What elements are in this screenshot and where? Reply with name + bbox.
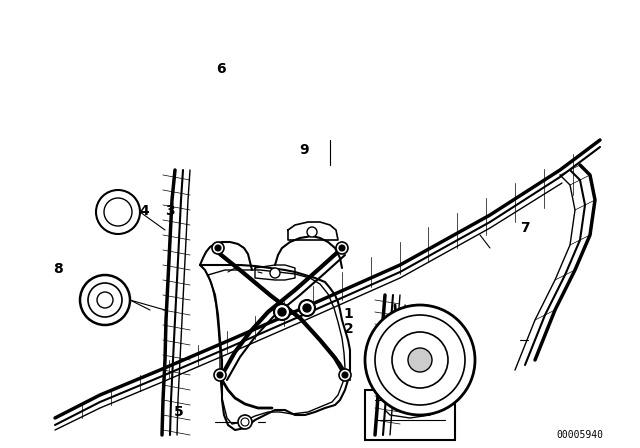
Circle shape: [214, 369, 226, 381]
Circle shape: [342, 372, 348, 378]
Text: 9: 9: [299, 143, 309, 157]
Text: 5: 5: [174, 405, 184, 419]
Bar: [365, 390, 455, 440]
Text: 8: 8: [52, 262, 63, 276]
Circle shape: [238, 415, 252, 429]
Text: 3: 3: [164, 203, 175, 218]
Circle shape: [274, 304, 290, 320]
Text: 7: 7: [520, 221, 530, 236]
Circle shape: [336, 242, 348, 254]
Circle shape: [217, 372, 223, 378]
Circle shape: [299, 300, 315, 316]
Circle shape: [365, 305, 475, 415]
Text: 1: 1: [344, 306, 354, 321]
Text: 4: 4: [139, 203, 149, 218]
Circle shape: [339, 245, 345, 251]
Text: 00005940: 00005940: [557, 430, 604, 440]
Circle shape: [96, 190, 140, 234]
Circle shape: [307, 227, 317, 237]
Circle shape: [278, 308, 286, 316]
Circle shape: [80, 275, 130, 325]
Circle shape: [270, 268, 280, 278]
Circle shape: [212, 242, 224, 254]
Text: 2: 2: [344, 322, 354, 336]
Text: 6: 6: [216, 62, 226, 77]
Circle shape: [339, 369, 351, 381]
Circle shape: [303, 304, 311, 312]
Circle shape: [408, 348, 432, 372]
Circle shape: [215, 245, 221, 251]
